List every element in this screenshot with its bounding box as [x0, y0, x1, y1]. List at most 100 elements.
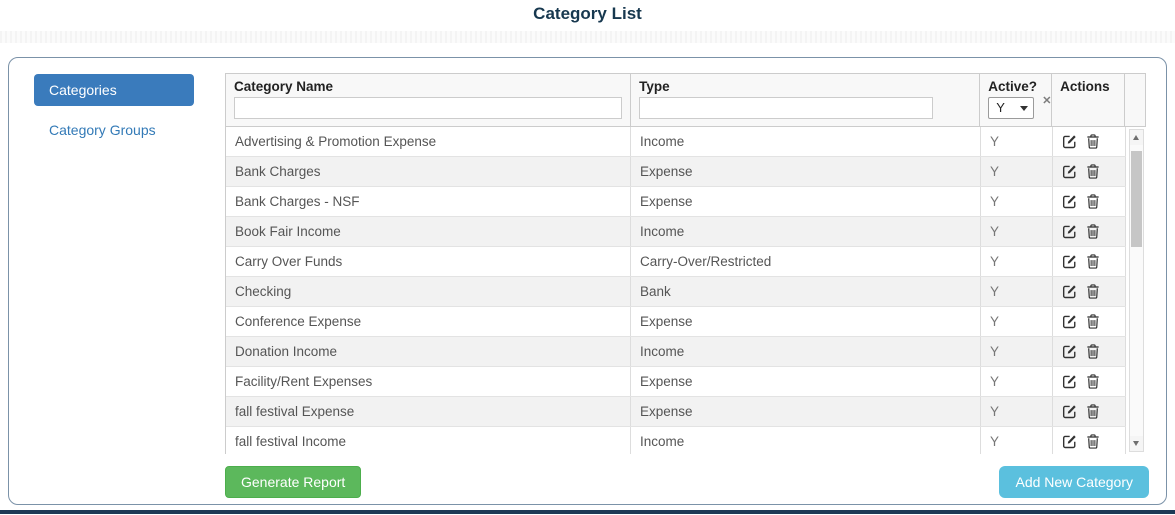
type-cell: Income: [631, 427, 981, 454]
column-header-active: Active? Y ✕: [980, 74, 1053, 126]
active-cell: Y: [981, 427, 1053, 454]
actions-cell: [1053, 277, 1126, 306]
table-row: fall festival Income Income Y: [226, 427, 1126, 454]
edit-icon[interactable]: [1062, 434, 1077, 449]
scroll-down-button[interactable]: [1130, 436, 1143, 451]
actions-cell: [1053, 337, 1126, 366]
active-filter-select[interactable]: Y: [988, 97, 1035, 119]
table-row: Donation Income Income Y: [226, 337, 1126, 367]
delete-icon[interactable]: [1086, 404, 1100, 419]
delete-icon[interactable]: [1086, 434, 1100, 449]
sidebar: Categories Category Groups: [34, 74, 214, 138]
active-cell: Y: [981, 157, 1053, 186]
table-row: fall festival Expense Expense Y: [226, 397, 1126, 427]
active-header-label: Active?: [988, 79, 1038, 94]
delete-icon[interactable]: [1086, 314, 1100, 329]
edit-icon[interactable]: [1062, 194, 1077, 209]
category-name-cell: fall festival Income: [226, 427, 631, 454]
actions-cell: [1053, 367, 1126, 396]
scrollbar-header-spacer: [1125, 74, 1145, 126]
active-cell: Y: [981, 127, 1053, 156]
edit-icon[interactable]: [1062, 344, 1077, 359]
table-row: Book Fair Income Income Y: [226, 217, 1126, 247]
edit-icon[interactable]: [1062, 314, 1077, 329]
chevron-down-icon: [1020, 106, 1029, 111]
main-panel: Categories Category Groups Category Name…: [8, 57, 1167, 505]
type-cell: Expense: [631, 187, 981, 216]
category-name-cell: Conference Expense: [226, 307, 631, 336]
active-cell: Y: [981, 337, 1053, 366]
clear-filter-icon[interactable]: ✕: [1042, 95, 1052, 107]
table-row: Advertising & Promotion Expense Income Y: [226, 127, 1126, 157]
category-name-header-label: Category Name: [234, 79, 334, 94]
type-filter-input[interactable]: [639, 97, 934, 119]
active-cell: Y: [981, 187, 1053, 216]
table-row: Carry Over Funds Carry-Over/Restricted Y: [226, 247, 1126, 277]
edit-icon[interactable]: [1062, 374, 1077, 389]
actions-cell: [1053, 127, 1126, 156]
category-name-cell: Book Fair Income: [226, 217, 631, 246]
active-cell: Y: [981, 397, 1053, 426]
delete-icon[interactable]: [1086, 344, 1100, 359]
category-name-cell: Bank Charges: [226, 157, 631, 186]
column-header-category-name: Category Name: [226, 74, 632, 126]
actions-cell: [1053, 307, 1126, 336]
edit-icon[interactable]: [1062, 164, 1077, 179]
actions-cell: [1053, 187, 1126, 216]
delete-icon[interactable]: [1086, 194, 1100, 209]
edit-icon[interactable]: [1062, 404, 1077, 419]
active-cell: Y: [981, 307, 1053, 336]
table-row: Bank Charges Expense Y: [226, 157, 1126, 187]
active-cell: Y: [981, 217, 1053, 246]
edit-icon[interactable]: [1062, 254, 1077, 269]
sidebar-item-category-groups[interactable]: Category Groups: [49, 122, 156, 138]
delete-icon[interactable]: [1086, 284, 1100, 299]
scrollbar-thumb[interactable]: [1131, 151, 1142, 247]
actions-cell: [1053, 157, 1126, 186]
column-header-actions: Actions: [1052, 74, 1126, 126]
table-row: Conference Expense Expense Y: [226, 307, 1126, 337]
category-name-cell: Donation Income: [226, 337, 631, 366]
type-cell: Carry-Over/Restricted: [631, 247, 981, 276]
active-filter-selected-value: Y: [996, 100, 1005, 115]
type-cell: Bank: [631, 277, 981, 306]
type-cell: Expense: [631, 157, 981, 186]
delete-icon[interactable]: [1086, 134, 1100, 149]
table-row: Facility/Rent Expenses Expense Y: [226, 367, 1126, 397]
delete-icon[interactable]: [1086, 254, 1100, 269]
bottom-divider-bar: [0, 510, 1175, 514]
category-name-filter-input[interactable]: [234, 97, 623, 119]
column-header-type: Type: [631, 74, 981, 126]
table-rows-container: Advertising & Promotion Expense Income Y: [225, 127, 1126, 454]
category-name-cell: Advertising & Promotion Expense: [226, 127, 631, 156]
table-row: Checking Bank Y: [226, 277, 1126, 307]
delete-icon[interactable]: [1086, 224, 1100, 239]
header-divider-band: [0, 31, 1175, 43]
table-row: Bank Charges - NSF Expense Y: [226, 187, 1126, 217]
active-cell: Y: [981, 277, 1053, 306]
delete-icon[interactable]: [1086, 374, 1100, 389]
type-cell: Expense: [631, 397, 981, 426]
vertical-scrollbar[interactable]: [1129, 129, 1144, 452]
sidebar-item-categories[interactable]: Categories: [34, 74, 194, 106]
active-cell: Y: [981, 247, 1053, 276]
table-body: Advertising & Promotion Expense Income Y: [225, 127, 1146, 454]
category-table: Category Name Type Active? Y ✕ Action: [225, 73, 1146, 454]
scroll-down-arrow-icon: [1133, 441, 1139, 446]
scroll-up-button[interactable]: [1130, 130, 1143, 145]
delete-icon[interactable]: [1086, 164, 1100, 179]
category-name-cell: Carry Over Funds: [226, 247, 631, 276]
category-name-cell: Checking: [226, 277, 631, 306]
edit-icon[interactable]: [1062, 224, 1077, 239]
generate-report-button[interactable]: Generate Report: [225, 466, 362, 498]
edit-icon[interactable]: [1062, 284, 1077, 299]
active-cell: Y: [981, 367, 1053, 396]
type-cell: Income: [631, 217, 981, 246]
category-name-cell: Facility/Rent Expenses: [226, 367, 631, 396]
type-cell: Income: [631, 337, 981, 366]
actions-cell: [1053, 247, 1126, 276]
add-new-category-button[interactable]: Add New Category: [999, 466, 1149, 498]
category-name-cell: Bank Charges - NSF: [226, 187, 631, 216]
edit-icon[interactable]: [1062, 134, 1077, 149]
